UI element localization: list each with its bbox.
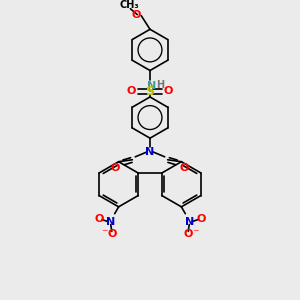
Text: O: O xyxy=(196,214,206,224)
Text: N: N xyxy=(147,81,157,91)
Text: O: O xyxy=(107,229,116,239)
Text: O: O xyxy=(111,163,120,172)
Text: O: O xyxy=(132,10,141,20)
Text: ⁻: ⁻ xyxy=(102,227,108,240)
Text: S: S xyxy=(146,85,154,98)
Text: CH₃: CH₃ xyxy=(120,0,139,10)
Text: H: H xyxy=(156,80,164,90)
Text: O: O xyxy=(94,214,104,224)
Text: ⁻: ⁻ xyxy=(192,227,198,240)
Text: O: O xyxy=(127,86,136,96)
Text: N: N xyxy=(146,147,154,157)
Text: O: O xyxy=(164,86,173,96)
Text: N: N xyxy=(106,217,116,226)
Text: O: O xyxy=(180,163,189,172)
Text: O: O xyxy=(184,229,193,239)
Text: N: N xyxy=(184,217,194,226)
